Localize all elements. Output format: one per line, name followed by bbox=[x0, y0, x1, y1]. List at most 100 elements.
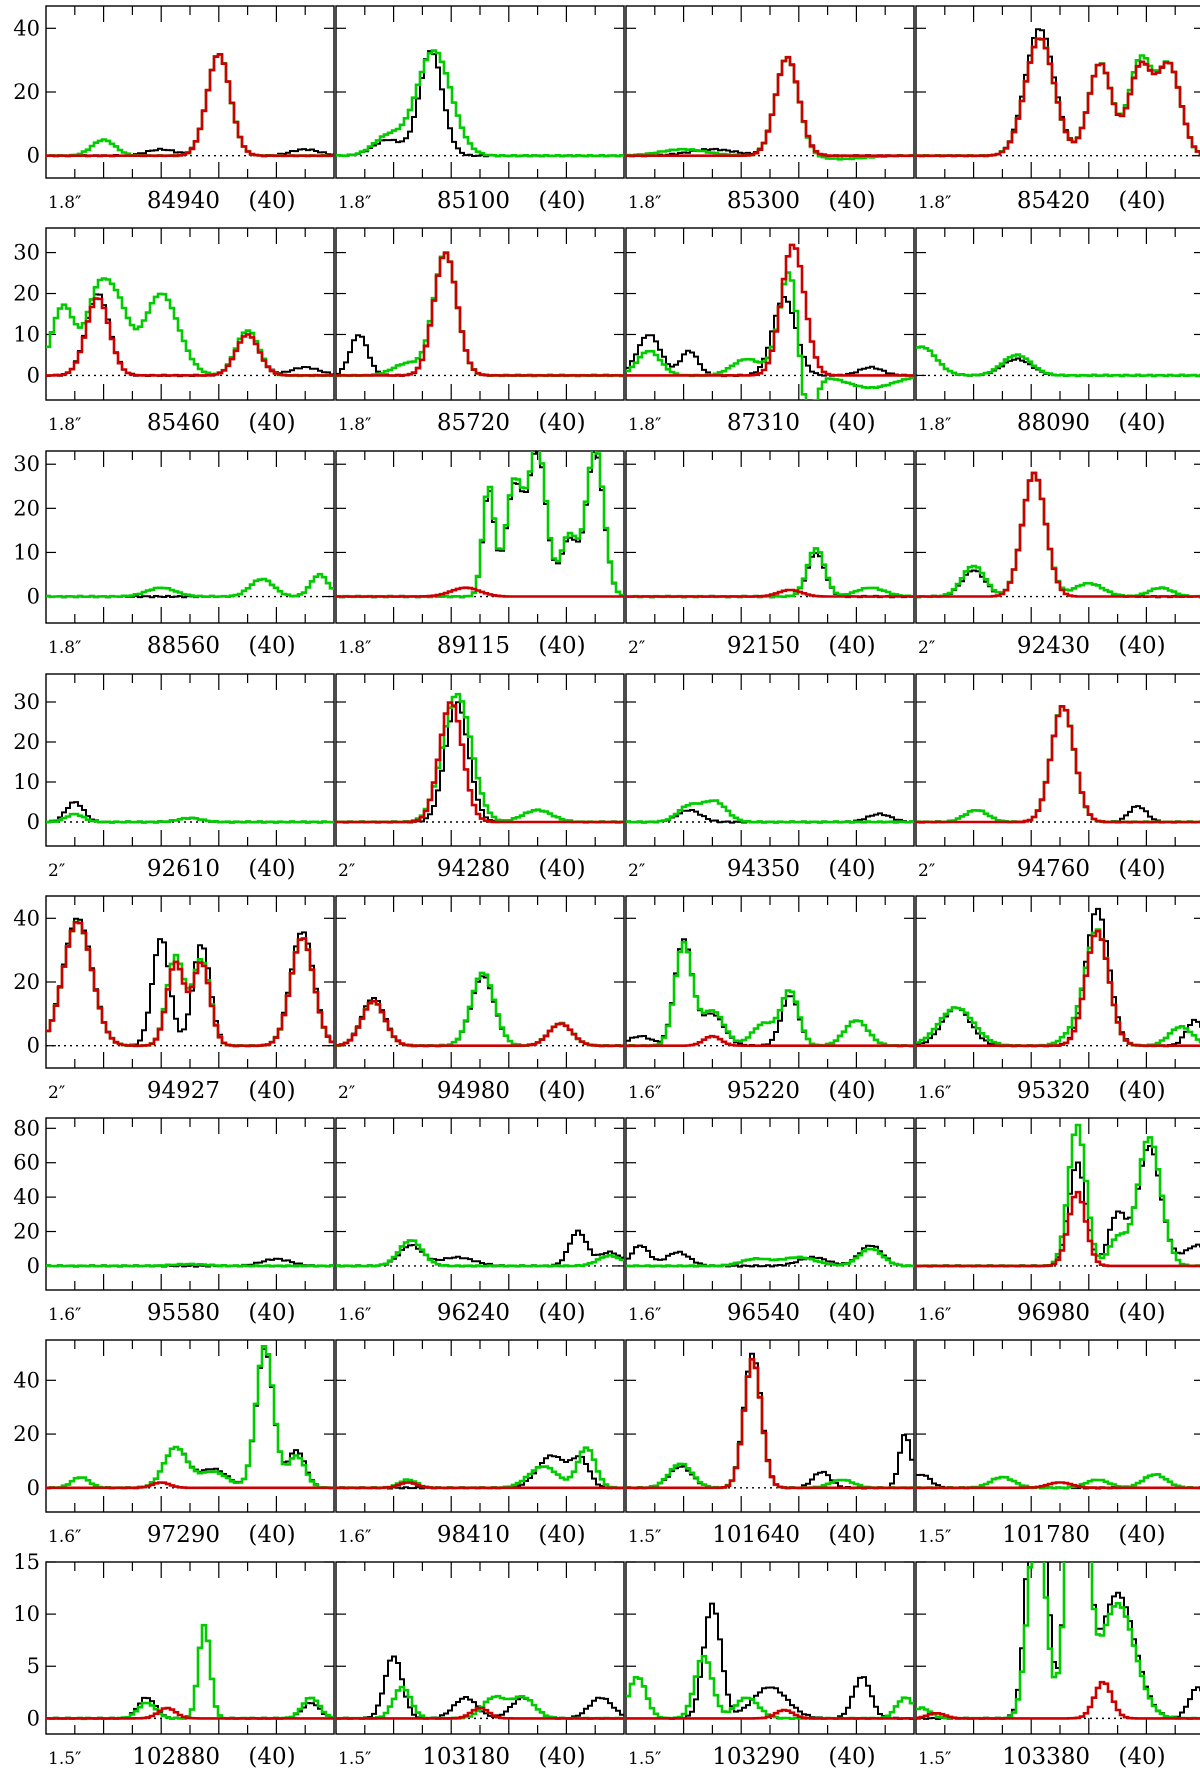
resolution-label: 1.6″ bbox=[918, 1083, 951, 1103]
frequency-label: 92150 bbox=[727, 633, 800, 659]
panel-101640: 1.5″ 101640 (40) bbox=[625, 1339, 915, 1548]
y-tick-label: 0 bbox=[27, 1706, 40, 1730]
series-black-trace bbox=[916, 345, 1200, 378]
series-green-trace bbox=[46, 277, 334, 378]
y-tick-label: 30 bbox=[13, 452, 40, 476]
series-red-trace bbox=[46, 53, 334, 157]
velocity-label: (40) bbox=[1118, 856, 1165, 882]
series-black-trace bbox=[916, 907, 1200, 1048]
frequency-label: 94350 bbox=[727, 856, 800, 882]
panel-94927: 0 20 40 2″ 94927 (40) bbox=[13, 895, 335, 1104]
velocity-label: (40) bbox=[1118, 633, 1165, 659]
resolution-label: 1.8″ bbox=[918, 193, 951, 213]
series-green-trace bbox=[916, 1123, 1200, 1268]
series-black-trace bbox=[916, 1562, 1200, 1720]
frequency-label: 101780 bbox=[1002, 1522, 1090, 1548]
frequency-label: 103180 bbox=[422, 1744, 510, 1770]
frequency-label: 94760 bbox=[1017, 856, 1090, 882]
series-red-trace bbox=[916, 1190, 1200, 1268]
y-tick-label: 20 bbox=[13, 282, 40, 306]
series-green-trace bbox=[336, 451, 624, 599]
velocity-label: (40) bbox=[538, 633, 585, 659]
series-green-trace bbox=[336, 1239, 624, 1268]
series-green-trace bbox=[46, 1623, 334, 1721]
series-black-trace bbox=[916, 705, 1200, 824]
series-red-trace bbox=[336, 586, 624, 598]
velocity-label: (40) bbox=[1118, 1522, 1165, 1548]
resolution-label: 2″ bbox=[628, 861, 645, 881]
series-red-trace bbox=[336, 251, 624, 377]
velocity-label: (40) bbox=[248, 633, 295, 659]
velocity-label: (40) bbox=[1118, 188, 1165, 214]
velocity-label: (40) bbox=[248, 1300, 295, 1326]
series-green-trace bbox=[626, 940, 914, 1048]
series-red-trace bbox=[916, 37, 1200, 157]
panel-103180: 1.5″ 103180 (40) bbox=[335, 1561, 625, 1770]
panel-85300: 1.8″ 85300 (40) bbox=[625, 5, 915, 214]
panel-94980: 2″ 94980 (40) bbox=[335, 895, 625, 1104]
resolution-label: 1.8″ bbox=[628, 193, 661, 213]
frequency-label: 95220 bbox=[727, 1078, 800, 1104]
y-tick-label: 20 bbox=[13, 1220, 40, 1244]
series-green-trace bbox=[916, 345, 1200, 378]
y-tick-label: 0 bbox=[27, 585, 40, 609]
panel-94350: 2″ 94350 (40) bbox=[625, 673, 915, 882]
panel-85420: 1.8″ 85420 (40) bbox=[915, 5, 1200, 214]
series-red-trace bbox=[916, 1481, 1200, 1490]
velocity-label: (40) bbox=[248, 1078, 295, 1104]
series-green-trace bbox=[46, 1262, 334, 1268]
panel-94760: 2″ 94760 (40) bbox=[915, 673, 1200, 882]
panel-103290: 1.5″ 103290 (40) bbox=[625, 1561, 915, 1770]
panel-87310: 1.8″ 87310 (40) bbox=[625, 227, 915, 436]
y-tick-label: 80 bbox=[13, 1116, 40, 1140]
series-red-trace bbox=[46, 1706, 334, 1720]
resolution-label: 1.5″ bbox=[918, 1527, 951, 1547]
frequency-label: 103380 bbox=[1002, 1744, 1090, 1770]
series-green-trace bbox=[336, 49, 624, 158]
y-tick-label: 20 bbox=[13, 80, 40, 104]
series-red-trace bbox=[626, 55, 914, 157]
y-tick-label: 10 bbox=[13, 322, 40, 346]
velocity-label: (40) bbox=[1118, 1300, 1165, 1326]
velocity-label: (40) bbox=[538, 410, 585, 436]
velocity-label: (40) bbox=[828, 1078, 875, 1104]
series-green-trace bbox=[46, 812, 334, 824]
resolution-label: 2″ bbox=[338, 1083, 355, 1103]
resolution-label: 1.8″ bbox=[338, 638, 371, 658]
velocity-label: (40) bbox=[1118, 1078, 1165, 1104]
panel-frame bbox=[915, 5, 1200, 179]
resolution-label: 1.6″ bbox=[338, 1527, 371, 1547]
resolution-label: 2″ bbox=[48, 861, 65, 881]
panel-96980: 1.6″ 96980 (40) bbox=[915, 1117, 1200, 1326]
resolution-label: 1.6″ bbox=[48, 1527, 81, 1547]
resolution-label: 2″ bbox=[628, 638, 645, 658]
frequency-label: 94280 bbox=[437, 856, 510, 882]
resolution-label: 1.8″ bbox=[338, 415, 371, 435]
velocity-label: (40) bbox=[538, 1744, 585, 1770]
series-red-trace bbox=[46, 1481, 334, 1490]
y-tick-label: 0 bbox=[27, 1476, 40, 1500]
frequency-label: 102880 bbox=[132, 1744, 220, 1770]
series-red-trace bbox=[916, 471, 1200, 598]
y-tick-label: 20 bbox=[13, 970, 40, 994]
series-red-trace bbox=[336, 1706, 624, 1720]
frequency-label: 88090 bbox=[1017, 410, 1090, 436]
frequency-label: 101640 bbox=[712, 1522, 800, 1548]
y-tick-label: 40 bbox=[13, 1185, 40, 1209]
series-black-trace bbox=[916, 471, 1200, 599]
velocity-label: (40) bbox=[828, 856, 875, 882]
resolution-label: 1.5″ bbox=[918, 1749, 951, 1769]
y-tick-label: 20 bbox=[13, 730, 40, 754]
panel-frame bbox=[335, 673, 625, 847]
panel-frame bbox=[625, 1561, 915, 1735]
frequency-label: 96980 bbox=[1017, 1300, 1090, 1326]
resolution-label: 2″ bbox=[918, 861, 935, 881]
panel-frame bbox=[625, 1117, 915, 1291]
panel-94280: 2″ 94280 (40) bbox=[335, 673, 625, 882]
frequency-label: 85100 bbox=[437, 188, 510, 214]
resolution-label: 2″ bbox=[48, 1083, 65, 1103]
velocity-label: (40) bbox=[248, 1522, 295, 1548]
y-tick-label: 0 bbox=[27, 144, 40, 168]
y-tick-label: 0 bbox=[27, 363, 40, 387]
resolution-label: 1.5″ bbox=[628, 1527, 661, 1547]
